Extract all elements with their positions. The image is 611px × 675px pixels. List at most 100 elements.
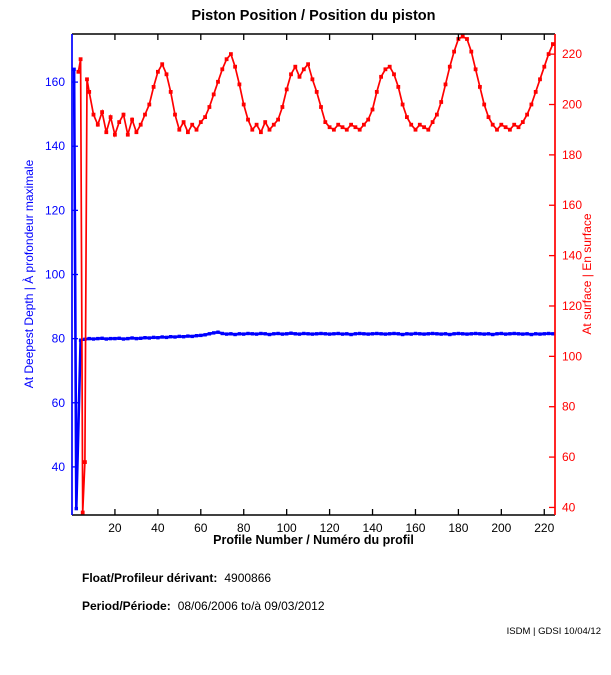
surface-marker xyxy=(413,127,418,132)
surface-marker xyxy=(216,79,220,84)
surface-marker xyxy=(83,460,87,464)
deepest-depth-marker xyxy=(229,332,233,336)
y-right-tick-label: 60 xyxy=(562,450,576,464)
surface-marker xyxy=(203,115,207,119)
credit-stamp: ISDM | GDSI 10/04/12 xyxy=(506,626,601,637)
y-right-tick-label: 80 xyxy=(562,400,576,414)
y-right-tick-label: 160 xyxy=(562,198,582,212)
x-tick-label: 180 xyxy=(448,521,468,535)
surface-marker xyxy=(362,122,366,127)
deepest-depth-marker xyxy=(254,332,259,336)
surface-marker xyxy=(168,90,173,94)
surface-marker xyxy=(490,122,495,127)
surface-marker xyxy=(186,130,190,135)
surface-marker xyxy=(465,37,469,41)
surface-marker xyxy=(181,120,186,124)
surface-marker xyxy=(117,120,122,124)
surface-marker xyxy=(267,127,272,132)
surface-marker xyxy=(76,69,81,74)
surface-marker xyxy=(125,132,130,137)
surface-marker xyxy=(91,112,96,117)
surface-marker xyxy=(332,127,336,132)
deepest-depth-marker xyxy=(302,331,306,336)
float-label: Float/Profileur dérivant: xyxy=(82,571,218,585)
deepest-depth-marker xyxy=(306,332,310,336)
deepest-depth-marker xyxy=(499,331,503,336)
deepest-depth-marker xyxy=(297,332,302,336)
surface-marker xyxy=(417,122,422,127)
deepest-depth-marker xyxy=(126,336,130,341)
surface-marker xyxy=(224,57,229,62)
deepest-depth-marker xyxy=(108,336,113,341)
deepest-depth-marker xyxy=(534,332,538,336)
deepest-depth-marker xyxy=(456,331,461,336)
deepest-depth-marker xyxy=(508,332,512,336)
deepest-depth-marker xyxy=(495,332,499,336)
surface-marker xyxy=(529,102,534,107)
surface-marker xyxy=(143,112,147,117)
deepest-depth-marker xyxy=(478,332,482,336)
surface-marker xyxy=(443,82,448,87)
y-axis-label-right: At surface | En surface xyxy=(580,213,594,335)
deepest-depth-marker xyxy=(177,334,181,339)
x-tick-label: 100 xyxy=(277,521,297,535)
surface-marker xyxy=(151,85,156,89)
surface-marker xyxy=(447,64,452,69)
surface-marker xyxy=(284,87,289,92)
deepest-depth-marker xyxy=(521,332,525,336)
x-tick-label: 160 xyxy=(405,521,425,535)
deepest-depth-marker xyxy=(78,338,83,342)
deepest-depth-marker xyxy=(482,332,486,336)
surface-marker xyxy=(276,117,280,122)
surface-marker xyxy=(512,122,517,127)
deepest-depth-marker xyxy=(503,332,508,336)
surface-marker xyxy=(499,122,504,127)
deepest-depth-marker xyxy=(358,331,362,336)
surface-marker xyxy=(108,115,113,119)
deepest-depth-marker xyxy=(516,332,521,336)
surface-marker xyxy=(469,49,474,54)
deepest-depth-marker xyxy=(139,336,143,340)
deepest-depth-marker xyxy=(366,332,370,336)
deepest-depth-marker xyxy=(392,331,396,336)
deepest-depth-marker xyxy=(525,332,529,336)
y-right-tick-label: 120 xyxy=(562,299,582,313)
deepest-depth-marker xyxy=(491,332,495,337)
deepest-depth-marker xyxy=(362,332,366,336)
surface-marker xyxy=(80,510,85,515)
x-tick-label: 200 xyxy=(491,521,511,535)
surface-marker xyxy=(246,117,250,122)
deepest-depth-marker xyxy=(448,332,452,337)
surface-marker xyxy=(353,125,358,130)
deepest-depth-marker xyxy=(72,67,76,71)
deepest-depth-marker xyxy=(529,332,534,337)
surface-marker xyxy=(104,130,109,135)
deepest-depth-marker xyxy=(276,331,280,336)
deepest-depth-marker xyxy=(263,332,267,336)
surface-marker xyxy=(85,77,89,82)
deepest-depth-marker xyxy=(113,336,117,341)
deepest-depth-marker xyxy=(212,331,216,335)
surface-marker xyxy=(405,115,409,119)
deepest-depth-marker xyxy=(469,332,473,336)
deepest-depth-marker xyxy=(194,334,199,338)
surface-marker xyxy=(482,102,487,107)
y-left-tick-label: 60 xyxy=(52,396,66,410)
surface-marker xyxy=(473,67,478,72)
surface-marker xyxy=(297,74,302,79)
deepest-depth-marker xyxy=(233,332,237,337)
y-axis-label-left: At Deepest Depth | À profondeur maximale xyxy=(22,159,36,389)
surface-marker xyxy=(233,64,237,69)
y-right-tick-label: 220 xyxy=(562,47,582,61)
surface-marker xyxy=(349,122,353,127)
deepest-depth-marker xyxy=(130,336,134,340)
deepest-depth-marker xyxy=(190,334,194,339)
surface-marker xyxy=(460,34,465,39)
x-tick-label: 120 xyxy=(320,521,340,535)
surface-marker xyxy=(392,72,396,77)
period-label: Period/Période: xyxy=(82,599,171,613)
deepest-depth-marker xyxy=(353,332,358,336)
deepest-depth-marker xyxy=(143,336,147,340)
deepest-depth-marker xyxy=(224,332,229,336)
surface-marker xyxy=(259,130,263,135)
